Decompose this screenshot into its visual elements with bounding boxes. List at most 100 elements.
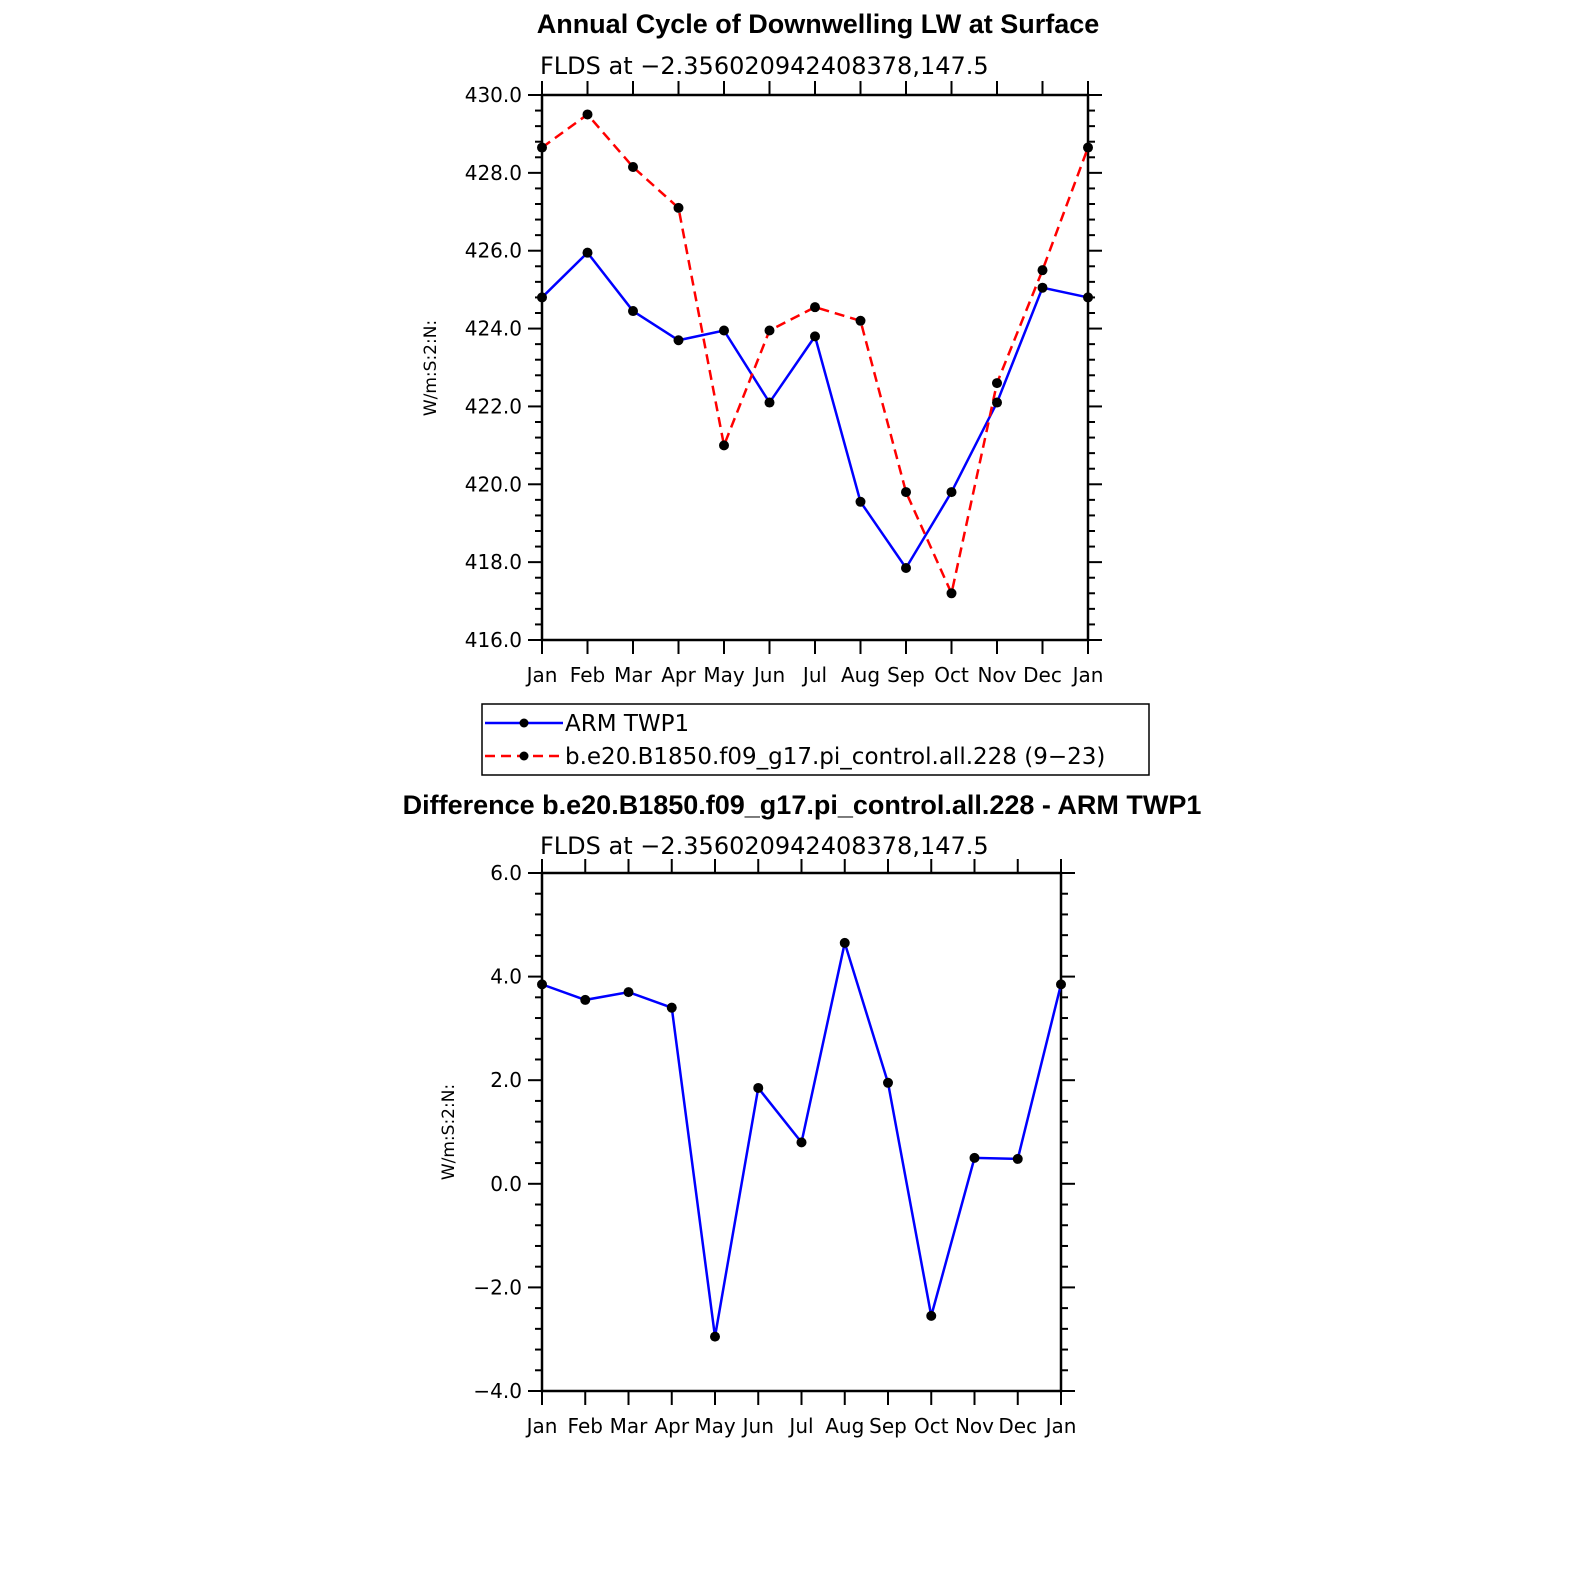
data-point-0 bbox=[719, 325, 729, 336]
difference-chart: Difference b.e20.B1850.f09_g17.pi_contro… bbox=[403, 790, 1202, 1438]
x-tick-label: Apr bbox=[661, 663, 696, 687]
y-tick-label: −2.0 bbox=[473, 1275, 522, 1299]
y-tick-label: 418.0 bbox=[465, 550, 522, 574]
x-tick-label: May bbox=[694, 1414, 736, 1438]
data-point-0 bbox=[764, 397, 775, 408]
data-point-0 bbox=[623, 987, 634, 998]
data-point-1 bbox=[764, 325, 775, 336]
y-axis-label: W/m:S:2:N: bbox=[439, 1084, 459, 1180]
data-point-1 bbox=[537, 142, 547, 153]
data-point-0 bbox=[839, 937, 850, 948]
data-point-0 bbox=[537, 292, 547, 303]
data-point-0 bbox=[796, 1137, 807, 1148]
x-tick-label: Oct bbox=[914, 1414, 949, 1438]
legend-box bbox=[481, 703, 1150, 776]
plot-frame bbox=[540, 93, 1090, 642]
data-point-0 bbox=[580, 994, 591, 1005]
data-point-1 bbox=[582, 109, 593, 120]
y-tick-label: 422.0 bbox=[465, 394, 522, 418]
data-point-0 bbox=[1012, 1153, 1023, 1164]
x-tick-label: Jul bbox=[801, 663, 827, 687]
y-axis-label: W/m:S:2:N: bbox=[421, 320, 441, 416]
legend: ARM TWP1 b.e20.B1850.f09_g17.pi_control.… bbox=[481, 703, 1150, 776]
data-point-0 bbox=[1037, 282, 1048, 293]
x-tick-label: Mar bbox=[610, 1414, 649, 1438]
x-tick-label: Dec bbox=[1023, 663, 1062, 687]
plot-frame bbox=[540, 871, 1063, 1393]
data-point-0 bbox=[901, 562, 911, 573]
legend-marker-model bbox=[519, 751, 529, 761]
x-tick-label: Jan bbox=[525, 1414, 558, 1438]
data-point-0 bbox=[582, 247, 593, 258]
x-tick-label: Nov bbox=[955, 1414, 994, 1438]
y-tick-label: 416.0 bbox=[465, 628, 522, 652]
plot-area: −4.0 −2.0 0.0 2.0 4.0 6.0 Jan Feb Mar Apr May Jun Ju… bbox=[473, 859, 1076, 1438]
y-tick-label: 430.0 bbox=[465, 83, 522, 107]
data-point-1 bbox=[673, 202, 684, 213]
data-point-0 bbox=[926, 1310, 937, 1321]
x-tick-label: Aug bbox=[825, 1414, 864, 1438]
data-point-0 bbox=[753, 1082, 764, 1093]
series-line-0 bbox=[541, 250, 1089, 571]
data-point-0 bbox=[628, 306, 638, 317]
data-point-0 bbox=[537, 979, 547, 990]
x-tick-label: Jan bbox=[1071, 663, 1104, 687]
chart-subtitle: FLDS at −2.356020942408378,147.5 bbox=[540, 832, 989, 860]
x-tick-label: Sep bbox=[887, 663, 925, 687]
annual-cycle-chart: Annual Cycle of Downwelling LW at Surfac… bbox=[421, 9, 1150, 776]
legend-label-model: b.e20.B1850.f09_g17.pi_control.all.228 (… bbox=[565, 744, 1105, 770]
data-point-0 bbox=[673, 335, 684, 346]
y-tick-label: −4.0 bbox=[473, 1379, 522, 1403]
x-tick-label: Sep bbox=[869, 1414, 907, 1438]
legend-label-arm: ARM TWP1 bbox=[565, 711, 689, 737]
x-tick-label: Apr bbox=[654, 1414, 689, 1438]
x-tick-label: Feb bbox=[570, 663, 605, 687]
x-tick-label: Jun bbox=[741, 1414, 774, 1438]
x-tick-label: Jan bbox=[1044, 1414, 1077, 1438]
data-point-1 bbox=[810, 302, 820, 313]
data-point-0 bbox=[855, 496, 866, 507]
x-tick-label: Aug bbox=[841, 663, 880, 687]
y-tick-label: 2.0 bbox=[490, 1068, 522, 1092]
legend-marker-arm bbox=[519, 718, 529, 728]
data-point-1 bbox=[855, 315, 866, 326]
data-point-0 bbox=[969, 1152, 980, 1163]
series-line-1 bbox=[541, 112, 1090, 598]
y-tick-label: 420.0 bbox=[465, 472, 522, 496]
data-point-0 bbox=[666, 1002, 677, 1013]
x-tick-label: Feb bbox=[568, 1414, 603, 1438]
y-tick-label: 424.0 bbox=[465, 317, 522, 341]
data-point-0 bbox=[810, 331, 820, 342]
x-tick-label: Jan bbox=[525, 663, 558, 687]
chart-title: Difference b.e20.B1850.f09_g17.pi_contro… bbox=[403, 790, 1202, 820]
x-tick-label: Dec bbox=[998, 1414, 1037, 1438]
data-point-1 bbox=[992, 378, 1002, 389]
data-point-0 bbox=[710, 1331, 720, 1342]
data-point-0 bbox=[992, 397, 1002, 408]
y-tick-label: 428.0 bbox=[465, 161, 522, 185]
chart-subtitle: FLDS at −2.356020942408378,147.5 bbox=[540, 52, 989, 80]
x-tick-label: May bbox=[703, 663, 745, 687]
x-tick-label: Jun bbox=[752, 663, 785, 687]
chart-title: Annual Cycle of Downwelling LW at Surfac… bbox=[537, 9, 1100, 39]
y-tick-label: 0.0 bbox=[490, 1172, 522, 1196]
data-point-1 bbox=[1037, 265, 1048, 276]
data-point-1 bbox=[946, 588, 957, 599]
data-point-0 bbox=[883, 1077, 893, 1088]
data-point-1 bbox=[628, 162, 638, 173]
data-point-1 bbox=[719, 440, 729, 451]
x-tick-label: Mar bbox=[614, 663, 653, 687]
data-point-1 bbox=[901, 487, 911, 498]
data-point-0 bbox=[946, 487, 957, 498]
data-point-0 bbox=[1083, 292, 1093, 303]
y-tick-label: 426.0 bbox=[465, 239, 522, 263]
data-point-0 bbox=[1056, 979, 1066, 990]
y-tick-label: 4.0 bbox=[490, 965, 522, 989]
x-tick-label: Jul bbox=[787, 1414, 813, 1438]
x-tick-label: Nov bbox=[977, 663, 1016, 687]
x-tick-label: Oct bbox=[934, 663, 969, 687]
plot-area: 416.0 418.0 420.0 422.0 424.0 426.0 428.0 430.0… bbox=[465, 81, 1104, 687]
y-tick-label: 6.0 bbox=[490, 861, 522, 885]
data-point-1 bbox=[1083, 142, 1093, 153]
